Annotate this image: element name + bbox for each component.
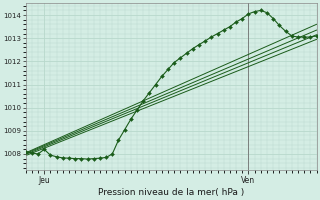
X-axis label: Pression niveau de la mer( hPa ): Pression niveau de la mer( hPa ) bbox=[98, 188, 244, 197]
